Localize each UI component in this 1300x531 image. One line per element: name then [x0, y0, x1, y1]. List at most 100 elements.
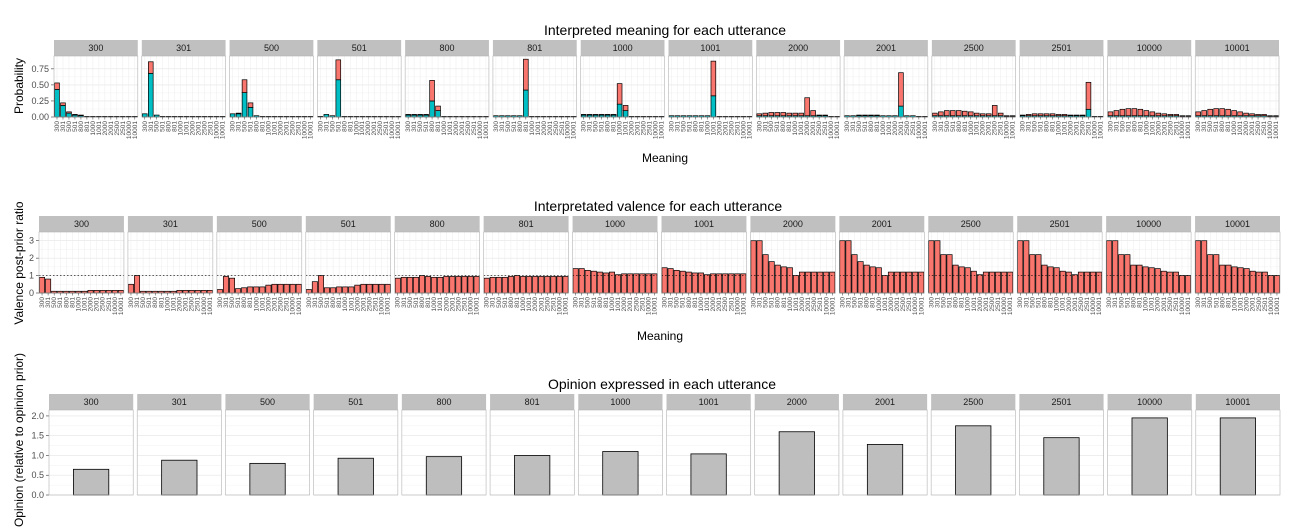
bar	[1053, 267, 1060, 294]
x-tick-label: 801	[69, 297, 76, 308]
x-tick-label: 10001	[829, 297, 836, 315]
facet-panel-800: 8003003015005018008011000100120002001250…	[404, 40, 490, 139]
x-tick-label: 10001	[207, 297, 214, 315]
bar-red	[1161, 113, 1168, 117]
x-tick-label: 1001	[886, 121, 893, 136]
x-tick-label: 2500	[377, 121, 384, 136]
bar	[45, 278, 52, 294]
bar-red	[868, 114, 874, 117]
panel-border	[305, 231, 392, 294]
x-tick-label: 1001	[882, 297, 889, 312]
x-tick-label: 1000	[1232, 297, 1239, 312]
x-tick-label: 2001	[1072, 297, 1079, 312]
bar	[412, 276, 419, 294]
facet-strip-label: 300	[74, 219, 89, 229]
chart1-ylabel: Probability	[12, 58, 26, 114]
bar	[134, 275, 141, 294]
facet-panel-500: 500	[225, 394, 310, 496]
facet-strip-label: 1000	[605, 219, 625, 229]
x-tick-label: 2500	[1167, 297, 1174, 312]
facet-strip-label: 800	[436, 397, 451, 407]
bar	[934, 240, 941, 294]
chart-interpreted-meaning: Interpreted meaning for each utterance M…	[12, 22, 1280, 165]
x-tick-label: 500	[417, 121, 424, 132]
x-tick-label: 10000	[556, 297, 563, 315]
x-tick-label: 10001	[1097, 121, 1104, 139]
bar-teal	[235, 113, 242, 118]
facet-strip	[1017, 216, 1103, 232]
x-tick-label: 2001	[1161, 121, 1168, 136]
bar	[639, 273, 646, 294]
x-tick-label: 300	[756, 121, 763, 132]
facet-strip-label: 300	[84, 397, 99, 407]
bar	[235, 288, 242, 294]
panel-background	[1107, 56, 1192, 117]
y-tick-label: 2.0	[31, 411, 44, 421]
bar-red	[944, 110, 950, 117]
x-tick-label: 301	[223, 297, 230, 308]
x-tick-label: 10001	[571, 121, 578, 139]
facet-panel-300: 3003003015005018008011000100120002001250…	[53, 40, 139, 139]
facet-strip-label: 301	[172, 397, 187, 407]
bar-red	[60, 102, 66, 106]
x-tick-label: 501	[160, 121, 167, 132]
bar-red	[985, 113, 992, 117]
bar	[894, 271, 900, 294]
x-tick-label: 2000	[977, 297, 984, 312]
bar-red	[1249, 113, 1255, 117]
x-tick-label: 10001	[1274, 297, 1281, 315]
panel-border	[572, 231, 658, 294]
facet-strip-label: 801	[519, 219, 534, 229]
x-tick-label: 300	[142, 121, 149, 132]
facet-strip	[928, 216, 1014, 232]
x-tick-label: 801	[336, 297, 343, 308]
x-tick-label: 2501	[208, 121, 215, 136]
bar-red	[1201, 110, 1207, 117]
bar-red	[247, 102, 254, 108]
x-tick-label: 10000	[389, 121, 396, 139]
x-tick-label: 10000	[1179, 121, 1186, 139]
x-tick-label: 2001	[810, 121, 817, 136]
x-tick-label: 2001	[1161, 297, 1168, 312]
bar	[455, 276, 462, 294]
bar	[400, 276, 407, 294]
facet-strip	[405, 40, 489, 56]
x-tick-label: 2500	[465, 121, 472, 136]
x-tick-label: 800	[152, 297, 159, 308]
bar-red	[973, 112, 980, 117]
panel-border	[930, 409, 1016, 496]
x-tick-label: 301	[411, 121, 418, 132]
x-tick-label: 1000	[968, 121, 975, 136]
x-tick-label: 1001	[437, 297, 444, 312]
x-tick-label: 2001	[108, 121, 115, 136]
bar	[1131, 417, 1168, 496]
x-tick-label: 1001	[623, 121, 630, 136]
bar-teal	[429, 100, 435, 118]
x-tick-label: 800	[78, 121, 85, 132]
bar-teal	[435, 110, 441, 118]
x-tick-label: 1001	[526, 297, 533, 312]
bar	[1043, 437, 1080, 496]
bar-red	[1231, 110, 1237, 117]
facet-strip	[127, 216, 213, 232]
panel-border	[1194, 55, 1280, 118]
x-tick-label: 300	[395, 297, 402, 308]
bar	[93, 290, 100, 294]
x-tick-label: 300	[844, 121, 851, 132]
x-tick-label: 2501	[559, 121, 566, 136]
bar	[366, 283, 373, 294]
x-tick-label: 301	[938, 121, 945, 132]
bar	[222, 276, 229, 294]
bar	[673, 269, 680, 294]
bar-red	[1143, 110, 1150, 117]
panel-border	[927, 231, 1014, 294]
bar	[768, 261, 775, 294]
x-tick-label: 1000	[1056, 121, 1063, 136]
x-tick-label: 800	[775, 297, 782, 308]
x-tick-label: 1001	[359, 121, 366, 136]
facet-strip	[754, 394, 839, 410]
bar-red	[932, 112, 938, 117]
x-tick-label: 2500	[722, 297, 729, 312]
x-tick-label: 10000	[290, 297, 297, 315]
x-tick-label: 10001	[385, 297, 392, 315]
